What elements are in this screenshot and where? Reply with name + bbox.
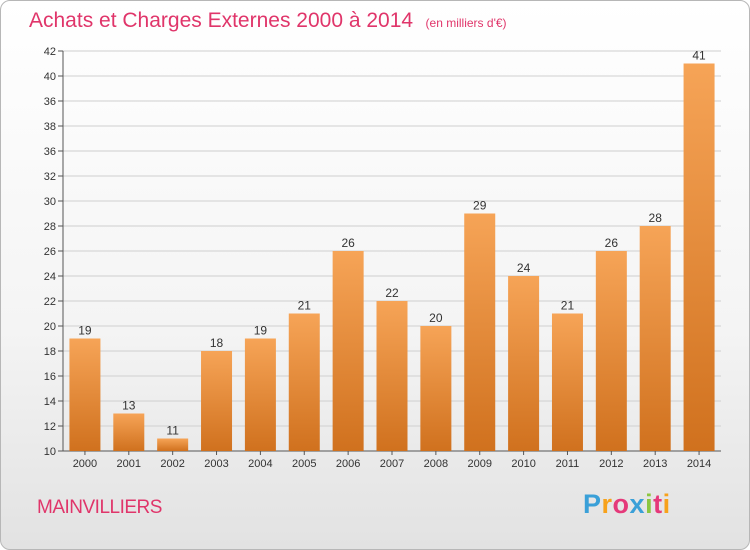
bar: [113, 413, 145, 451]
chart-title: Achats et Charges Externes 2000 à 2014: [29, 9, 414, 32]
x-tick-label: 2012: [599, 458, 623, 470]
y-tick-label: 10: [44, 446, 56, 458]
bar-value-label: 19: [254, 324, 268, 338]
bar: [288, 313, 320, 451]
x-tick-label: 2004: [248, 458, 272, 470]
logo-letter: i: [645, 489, 654, 519]
bar: [551, 313, 583, 451]
y-tick-label: 26: [44, 246, 56, 258]
x-tick-label: 2013: [643, 458, 667, 470]
bar-value-label: 21: [561, 299, 575, 313]
x-tick-label: 2005: [292, 458, 316, 470]
y-tick-label: 42: [44, 46, 56, 58]
logo-letter: t: [653, 489, 663, 519]
x-tick-label: 2006: [336, 458, 360, 470]
bar: [376, 301, 408, 451]
x-tick-label: 2001: [117, 458, 141, 470]
bars: [69, 63, 715, 451]
y-tick-label: 36: [44, 96, 56, 108]
bar-value-label: 26: [341, 236, 355, 250]
data-labels: 19 13 11 18 19 21 26 22 20 29 24 21 26 28 41: [78, 49, 706, 438]
bar-value-label: 29: [473, 199, 487, 213]
y-tick-label: 28: [44, 221, 56, 233]
bar-value-label: 13: [122, 399, 136, 413]
y-tick-label: 32: [44, 171, 56, 183]
y-tick-label: 36: [44, 146, 56, 158]
logo-letter: o: [612, 489, 630, 519]
bar-value-label: 19: [78, 324, 92, 338]
x-tick-label: 2007: [380, 458, 404, 470]
bar-value-label: 22: [385, 286, 399, 300]
y-tick-label: 40: [44, 71, 56, 83]
x-tick-label: 2003: [204, 458, 228, 470]
bar-value-label: 41: [692, 49, 706, 63]
bar: [201, 351, 233, 451]
y-tick-label: 14: [44, 396, 56, 408]
x-tick-label: 2008: [424, 458, 448, 470]
bar: [244, 338, 276, 451]
bar-value-label: 18: [210, 336, 224, 350]
bar-value-label: 24: [517, 261, 531, 275]
logo-letter: P: [583, 489, 602, 519]
chart-title-block: Achats et Charges Externes 2000 à 2014 (…: [29, 9, 507, 33]
proxiti-logo: Proxiti: [583, 489, 671, 520]
y-tick-label: 24: [44, 271, 56, 283]
location-name: MAINVILLIERS: [37, 497, 162, 518]
bar: [464, 213, 496, 451]
axes: 10 12 14 16 18 20 22 24 26 28 30 32 36 38 36 40 42 2000 20…: [44, 46, 721, 470]
bar-value-label: 11: [166, 424, 179, 438]
bar-value-label: 26: [605, 236, 619, 250]
bar: [683, 63, 715, 451]
x-tick-label: 2009: [467, 458, 491, 470]
x-tick-label: 2010: [511, 458, 535, 470]
x-tick-label: 2002: [160, 458, 184, 470]
y-tick-label: 20: [44, 321, 56, 333]
bar: [420, 326, 452, 451]
bar: [639, 226, 671, 451]
bar: [332, 251, 364, 451]
x-tick-label: 2014: [687, 458, 711, 470]
y-tick-label: 30: [44, 196, 56, 208]
chart-subtitle: (en milliers d'€): [425, 16, 507, 30]
y-tick-label: 38: [44, 121, 56, 133]
logo-letter: x: [629, 489, 646, 519]
x-tick-label: 2011: [556, 458, 580, 470]
bar-value-label: 21: [298, 299, 312, 313]
bar-value-label: 20: [429, 311, 443, 325]
bar: [69, 338, 101, 451]
y-tick-label: 18: [44, 346, 56, 358]
y-tick-label: 12: [44, 421, 56, 433]
x-tick-label: 2000: [73, 458, 97, 470]
bar: [595, 251, 627, 451]
bar: [508, 276, 540, 451]
logo-letter: i: [662, 489, 671, 519]
bar: [157, 438, 189, 451]
y-tick-label: 22: [44, 296, 56, 308]
y-tick-label: 16: [44, 371, 56, 383]
bar-value-label: 28: [649, 211, 663, 225]
logo-letter: r: [601, 489, 613, 519]
